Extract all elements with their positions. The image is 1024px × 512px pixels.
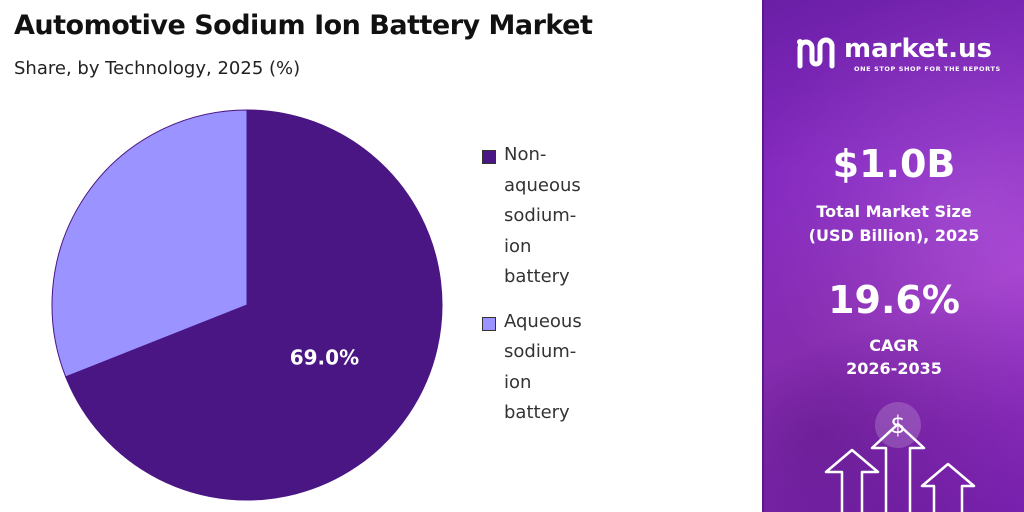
legend-label-line: sodium- (504, 205, 577, 226)
legend-label-aqueous: Aqueous sodium- ion battery (504, 307, 602, 429)
legend-item-non-aqueous: Non- aqueous sodium- ion battery (482, 140, 602, 293)
chart-title: Automotive Sodium Ion Battery Market (14, 10, 593, 41)
market-size-label-1: Total Market Size (816, 202, 972, 221)
legend-label-line: Non- (504, 144, 547, 165)
pie-slice-1 (51, 109, 248, 378)
growth-arrows-icon (824, 422, 976, 512)
brand-tagline: ONE STOP SHOP FOR THE REPORTS (854, 65, 1001, 73)
chart-subtitle: Share, by Technology, 2025 (%) (14, 58, 301, 79)
cagr-label-1: CAGR (869, 336, 919, 355)
legend-label-line: aqueous (504, 174, 581, 196)
brand-logo: market.us ONE STOP SHOP FOR THE REPORTS (796, 34, 1016, 74)
legend-swatch-aqueous (482, 316, 496, 331)
legend-swatch-non-aqueous (482, 150, 496, 164)
legend-label-line: sodium- (504, 341, 577, 362)
brand-name: market.us (844, 34, 992, 64)
pie-data-label-0: 69.0% (290, 346, 359, 370)
market-size-label-2: (USD Billion), 2025 (808, 226, 980, 245)
pie-slice-0 (65, 109, 443, 501)
legend-item-aqueous: Aqueous sodium- ion battery (482, 307, 602, 429)
legend-label-line: battery (504, 402, 570, 423)
legend-label-line: ion (504, 371, 532, 393)
chart-legend: Non- aqueous sodium- ion battery Aqueous… (482, 140, 602, 443)
market-size-value: $1.0B (832, 142, 956, 186)
cagr-label-2: 2026-2035 (846, 359, 942, 378)
pie-chart: 69.0% (51, 109, 443, 501)
cagr-value: 19.6% (828, 278, 960, 322)
legend-label-line: ion (504, 235, 532, 257)
legend-label-line: Aqueous (504, 310, 582, 332)
legend-label-non-aqueous: Non- aqueous sodium- ion battery (504, 140, 602, 293)
market-us-logo-icon (797, 37, 835, 69)
chart-panel: Automotive Sodium Ion Battery Market Sha… (14, 0, 764, 512)
legend-label-line: battery (504, 266, 570, 287)
